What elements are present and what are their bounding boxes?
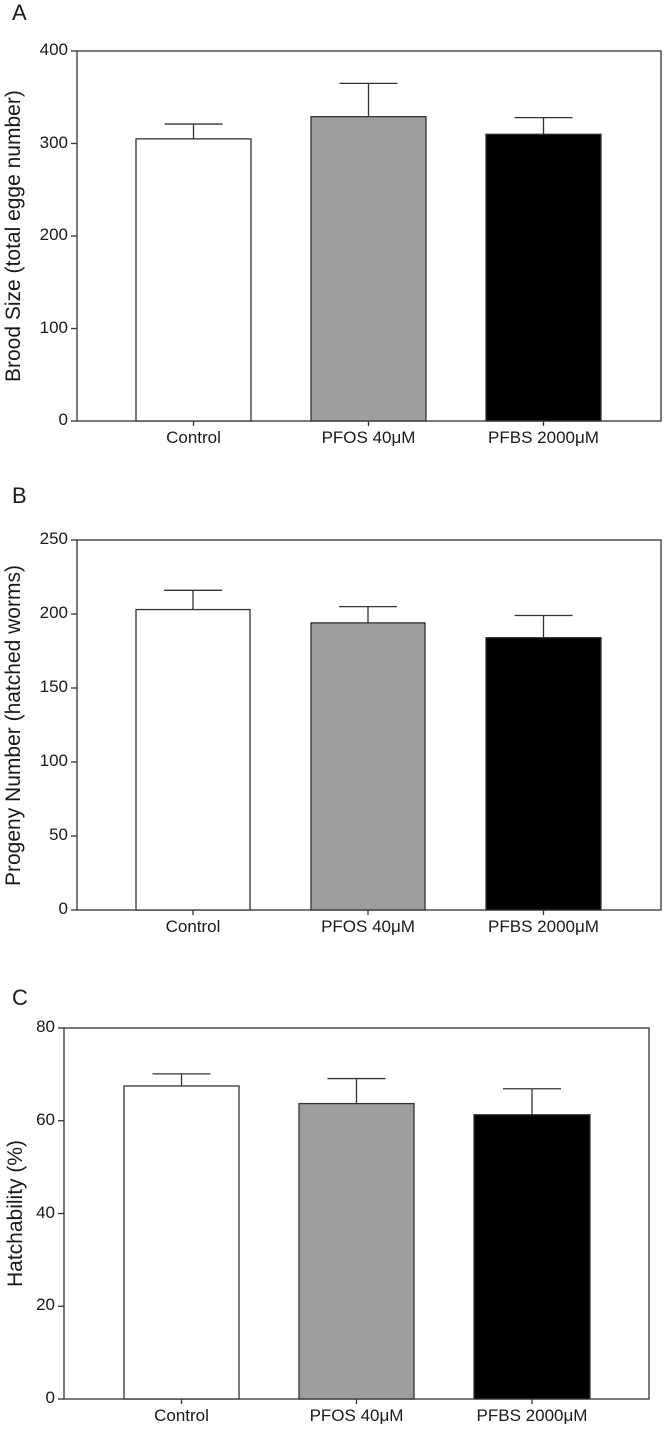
y-tick-label: 40: [36, 1202, 55, 1222]
y-tick-label: 100: [39, 751, 68, 770]
y-tick-label: 50: [49, 825, 68, 844]
y-axis-label: Hatchability (%): [4, 1139, 27, 1287]
bar: [123, 1085, 240, 1400]
y-tick-label: 300: [39, 132, 68, 152]
x-category-label: PFOS 40μM: [321, 428, 416, 447]
y-tick-label: 200: [39, 603, 68, 622]
y-tick-label: 20: [36, 1295, 55, 1315]
x-category-label: PFOS 40μM: [309, 1406, 404, 1425]
x-category-label: Control: [154, 1406, 209, 1425]
y-tick-label: 150: [39, 677, 68, 696]
bar: [485, 637, 602, 911]
bar: [135, 138, 252, 422]
y-tick-label: 250: [39, 529, 68, 548]
panel-a: A: [0, 0, 665, 460]
y-tick-label: 60: [36, 1109, 55, 1129]
bar: [310, 116, 427, 422]
y-tick-label: 0: [58, 899, 68, 918]
y-axis-label: Progeny Number (hatched worms): [2, 564, 25, 886]
x-category-label: PFOS 40μM: [321, 917, 415, 936]
bar: [485, 133, 602, 422]
panel-letter: A: [12, 0, 27, 25]
bar: [473, 1114, 591, 1400]
panel-letter: C: [12, 985, 28, 1010]
y-axis-label: Brood Size (total egge number): [2, 90, 25, 382]
y-tick-label: 200: [39, 225, 68, 244]
x-category-label: PFBS 2000μM: [476, 1406, 588, 1425]
x-category-label: PFBS 2000μM: [488, 917, 599, 936]
y-tick-label: 80: [36, 1017, 55, 1036]
x-category-label: Control: [165, 917, 221, 936]
x-category-label: PFBS 2000μM: [488, 428, 599, 447]
bar: [298, 1102, 415, 1400]
x-category-label: Control: [166, 428, 221, 447]
bar: [135, 608, 251, 911]
bar: [310, 622, 426, 911]
y-tick-label: 100: [39, 317, 68, 337]
y-tick-label: 400: [39, 40, 68, 59]
y-tick-label: 0: [45, 1388, 55, 1407]
panel-letter: B: [12, 483, 27, 508]
y-tick-label: 0: [58, 410, 68, 429]
